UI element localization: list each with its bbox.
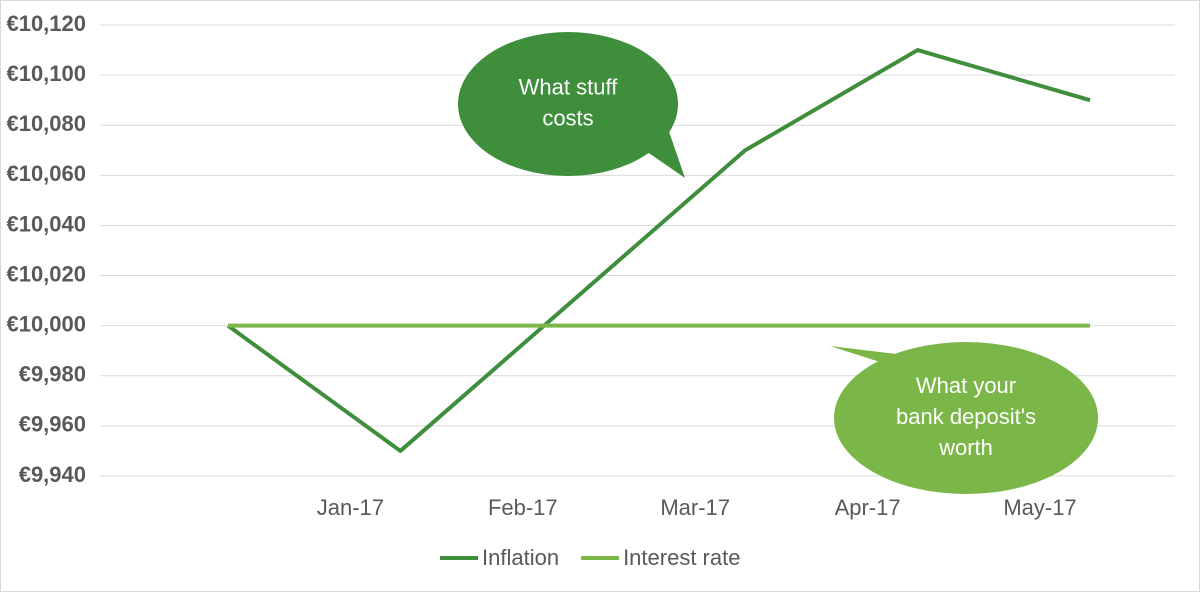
callout-text: What stuff	[519, 74, 619, 99]
y-tick-label: €10,080	[6, 111, 86, 136]
y-tick-label: €9,960	[19, 412, 86, 437]
y-tick-label: €10,000	[6, 311, 86, 336]
callout-text: costs	[542, 105, 593, 130]
y-tick-label: €10,040	[6, 211, 86, 236]
callout-text: worth	[938, 435, 993, 460]
series-line	[226, 48, 1091, 453]
callout-bubble	[458, 32, 678, 176]
legend-label: Interest rate	[623, 545, 740, 570]
y-tick-label: €9,940	[19, 462, 86, 487]
legend-label: Inflation	[482, 545, 559, 570]
x-tick-label: May-17	[1003, 495, 1076, 520]
y-tick-label: €9,980	[19, 362, 86, 387]
y-tick-label: €10,100	[6, 61, 86, 86]
y-tick-label: €10,120	[6, 11, 86, 36]
callout-bubble	[834, 342, 1098, 494]
x-tick-label: Feb-17	[488, 495, 558, 520]
y-tick-label: €10,020	[6, 261, 86, 286]
x-tick-label: Jan-17	[317, 495, 384, 520]
callout-text: What your	[916, 373, 1016, 398]
y-tick-label: €10,060	[6, 161, 86, 186]
x-tick-label: Apr-17	[835, 495, 901, 520]
x-tick-label: Mar-17	[660, 495, 730, 520]
callout-text: bank deposit's	[896, 404, 1036, 429]
